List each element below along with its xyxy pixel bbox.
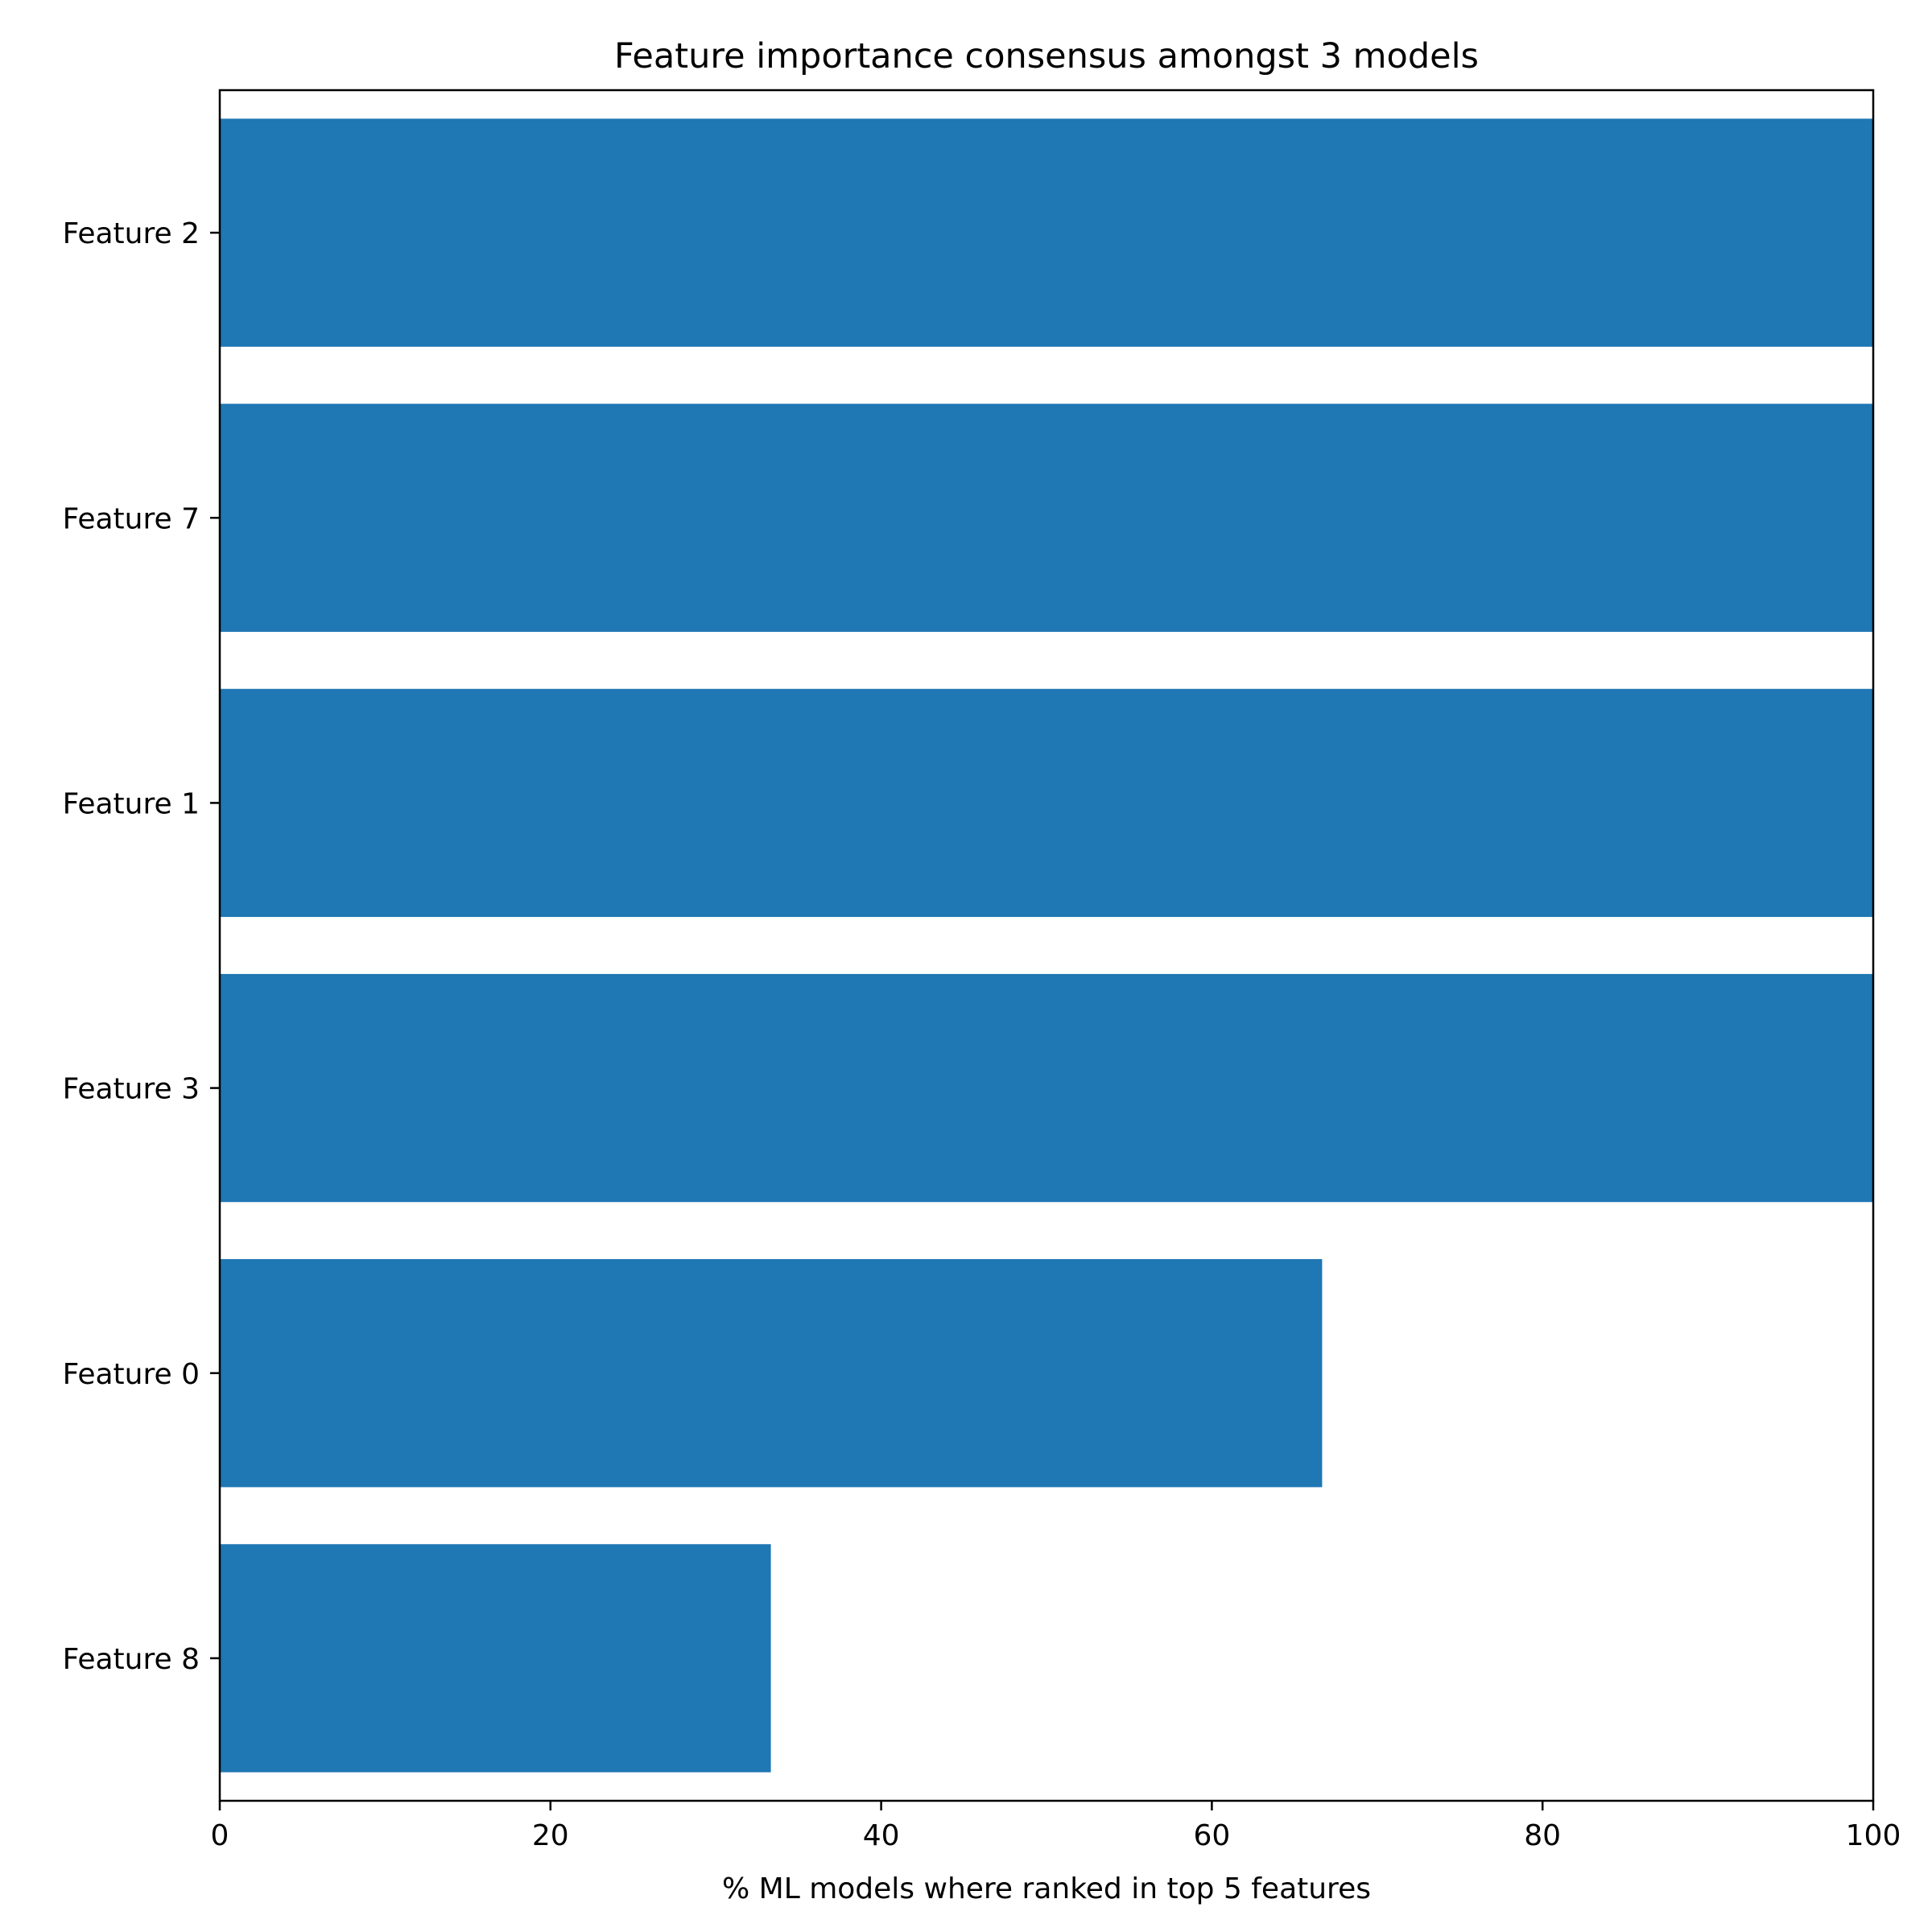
y-tick-label: Feature 7 xyxy=(63,502,200,535)
plot-frame xyxy=(218,89,1875,1802)
y-tick-label: Feature 2 xyxy=(63,217,200,250)
x-axis-label: % ML models where ranked in top 5 featur… xyxy=(722,1872,1371,1905)
y-tick-label: Feature 0 xyxy=(63,1358,200,1391)
bar xyxy=(220,973,1873,1203)
y-tick-label: Feature 3 xyxy=(63,1073,200,1106)
x-tick-label: 20 xyxy=(532,1819,569,1852)
x-tick-label: 60 xyxy=(1193,1819,1230,1852)
bars-group xyxy=(220,118,1873,1773)
x-tick-label: 40 xyxy=(863,1819,900,1852)
bar xyxy=(220,403,1873,632)
y-axis: Feature 2 Feature 7 Feature 1 Feature 3 Feat… xyxy=(63,217,220,1676)
bar xyxy=(220,1259,1323,1488)
bar xyxy=(220,1544,771,1773)
x-tick-label: 80 xyxy=(1524,1819,1561,1852)
bar xyxy=(220,688,1873,918)
chart-title: Feature importance consensus amongst 3 m… xyxy=(614,36,1479,76)
x-tick-label: 0 xyxy=(211,1819,229,1852)
y-tick-label: Feature 8 xyxy=(63,1643,200,1676)
bar xyxy=(220,118,1873,347)
x-tick-label: 100 xyxy=(1846,1819,1901,1852)
y-tick-label: Feature 1 xyxy=(63,787,200,820)
x-axis: 0 20 40 60 80 100 xyxy=(211,1801,1901,1852)
